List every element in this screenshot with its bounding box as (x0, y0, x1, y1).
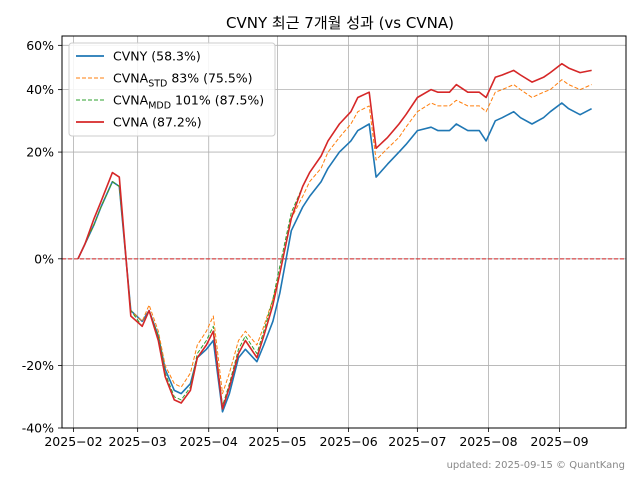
y-tick-label: 40% (26, 82, 54, 97)
legend-label-cvny: CVNY (58.3%) (113, 49, 201, 64)
x-tick-label: 2025−08 (459, 434, 517, 449)
y-tick-label: -40% (22, 421, 54, 436)
plot-frame (61, 35, 627, 429)
series-line-cvna (77, 62, 592, 410)
y-tick-label: -20% (22, 358, 54, 373)
chart-title: CVNY 최근 7개월 성과 (vs CVNA) (226, 14, 454, 32)
x-tick-label: 2025−04 (180, 434, 238, 449)
legend-label-mdd: CVNAMDD 101% (87.5%) (113, 93, 264, 112)
x-axis: 2025−02 2025−03 2025−04 2025−05 2025−06 2025−… (44, 428, 589, 449)
y-tick-label: 0% (34, 251, 54, 266)
series-line-cvny (77, 102, 592, 413)
legend-label-std: CVNASTD 83% (75.5%) (113, 71, 253, 90)
legend-items: CVNY (58.3%) CVNASTD 83% (75.5%) CVNAMDD 1… (76, 49, 264, 130)
y-axis: 60% 40% 20% 0% -20% -40% (22, 38, 62, 436)
y-tick-label: 60% (26, 38, 54, 53)
footer-note: updated: 2025-09-15 © QuantKang (447, 460, 625, 471)
x-tick-label: 2025−02 (44, 434, 102, 449)
x-tick-label: 2025−05 (248, 434, 306, 449)
x-tick-label: 2025−07 (388, 434, 446, 449)
legend-label-cvna: CVNA (87.2%) (113, 115, 202, 130)
legend: CVNY (58.3%) CVNASTD 83% (75.5%) CVNAMDD 1… (68, 42, 276, 137)
legend-box (68, 42, 276, 137)
x-tick-label: 2025−06 (319, 434, 377, 449)
series-line-std (77, 79, 592, 395)
x-tick-label: 2025−03 (109, 434, 167, 449)
y-tick-label: 20% (26, 145, 54, 160)
x-tick-label: 2025−09 (530, 434, 588, 449)
series-lines (77, 62, 592, 413)
